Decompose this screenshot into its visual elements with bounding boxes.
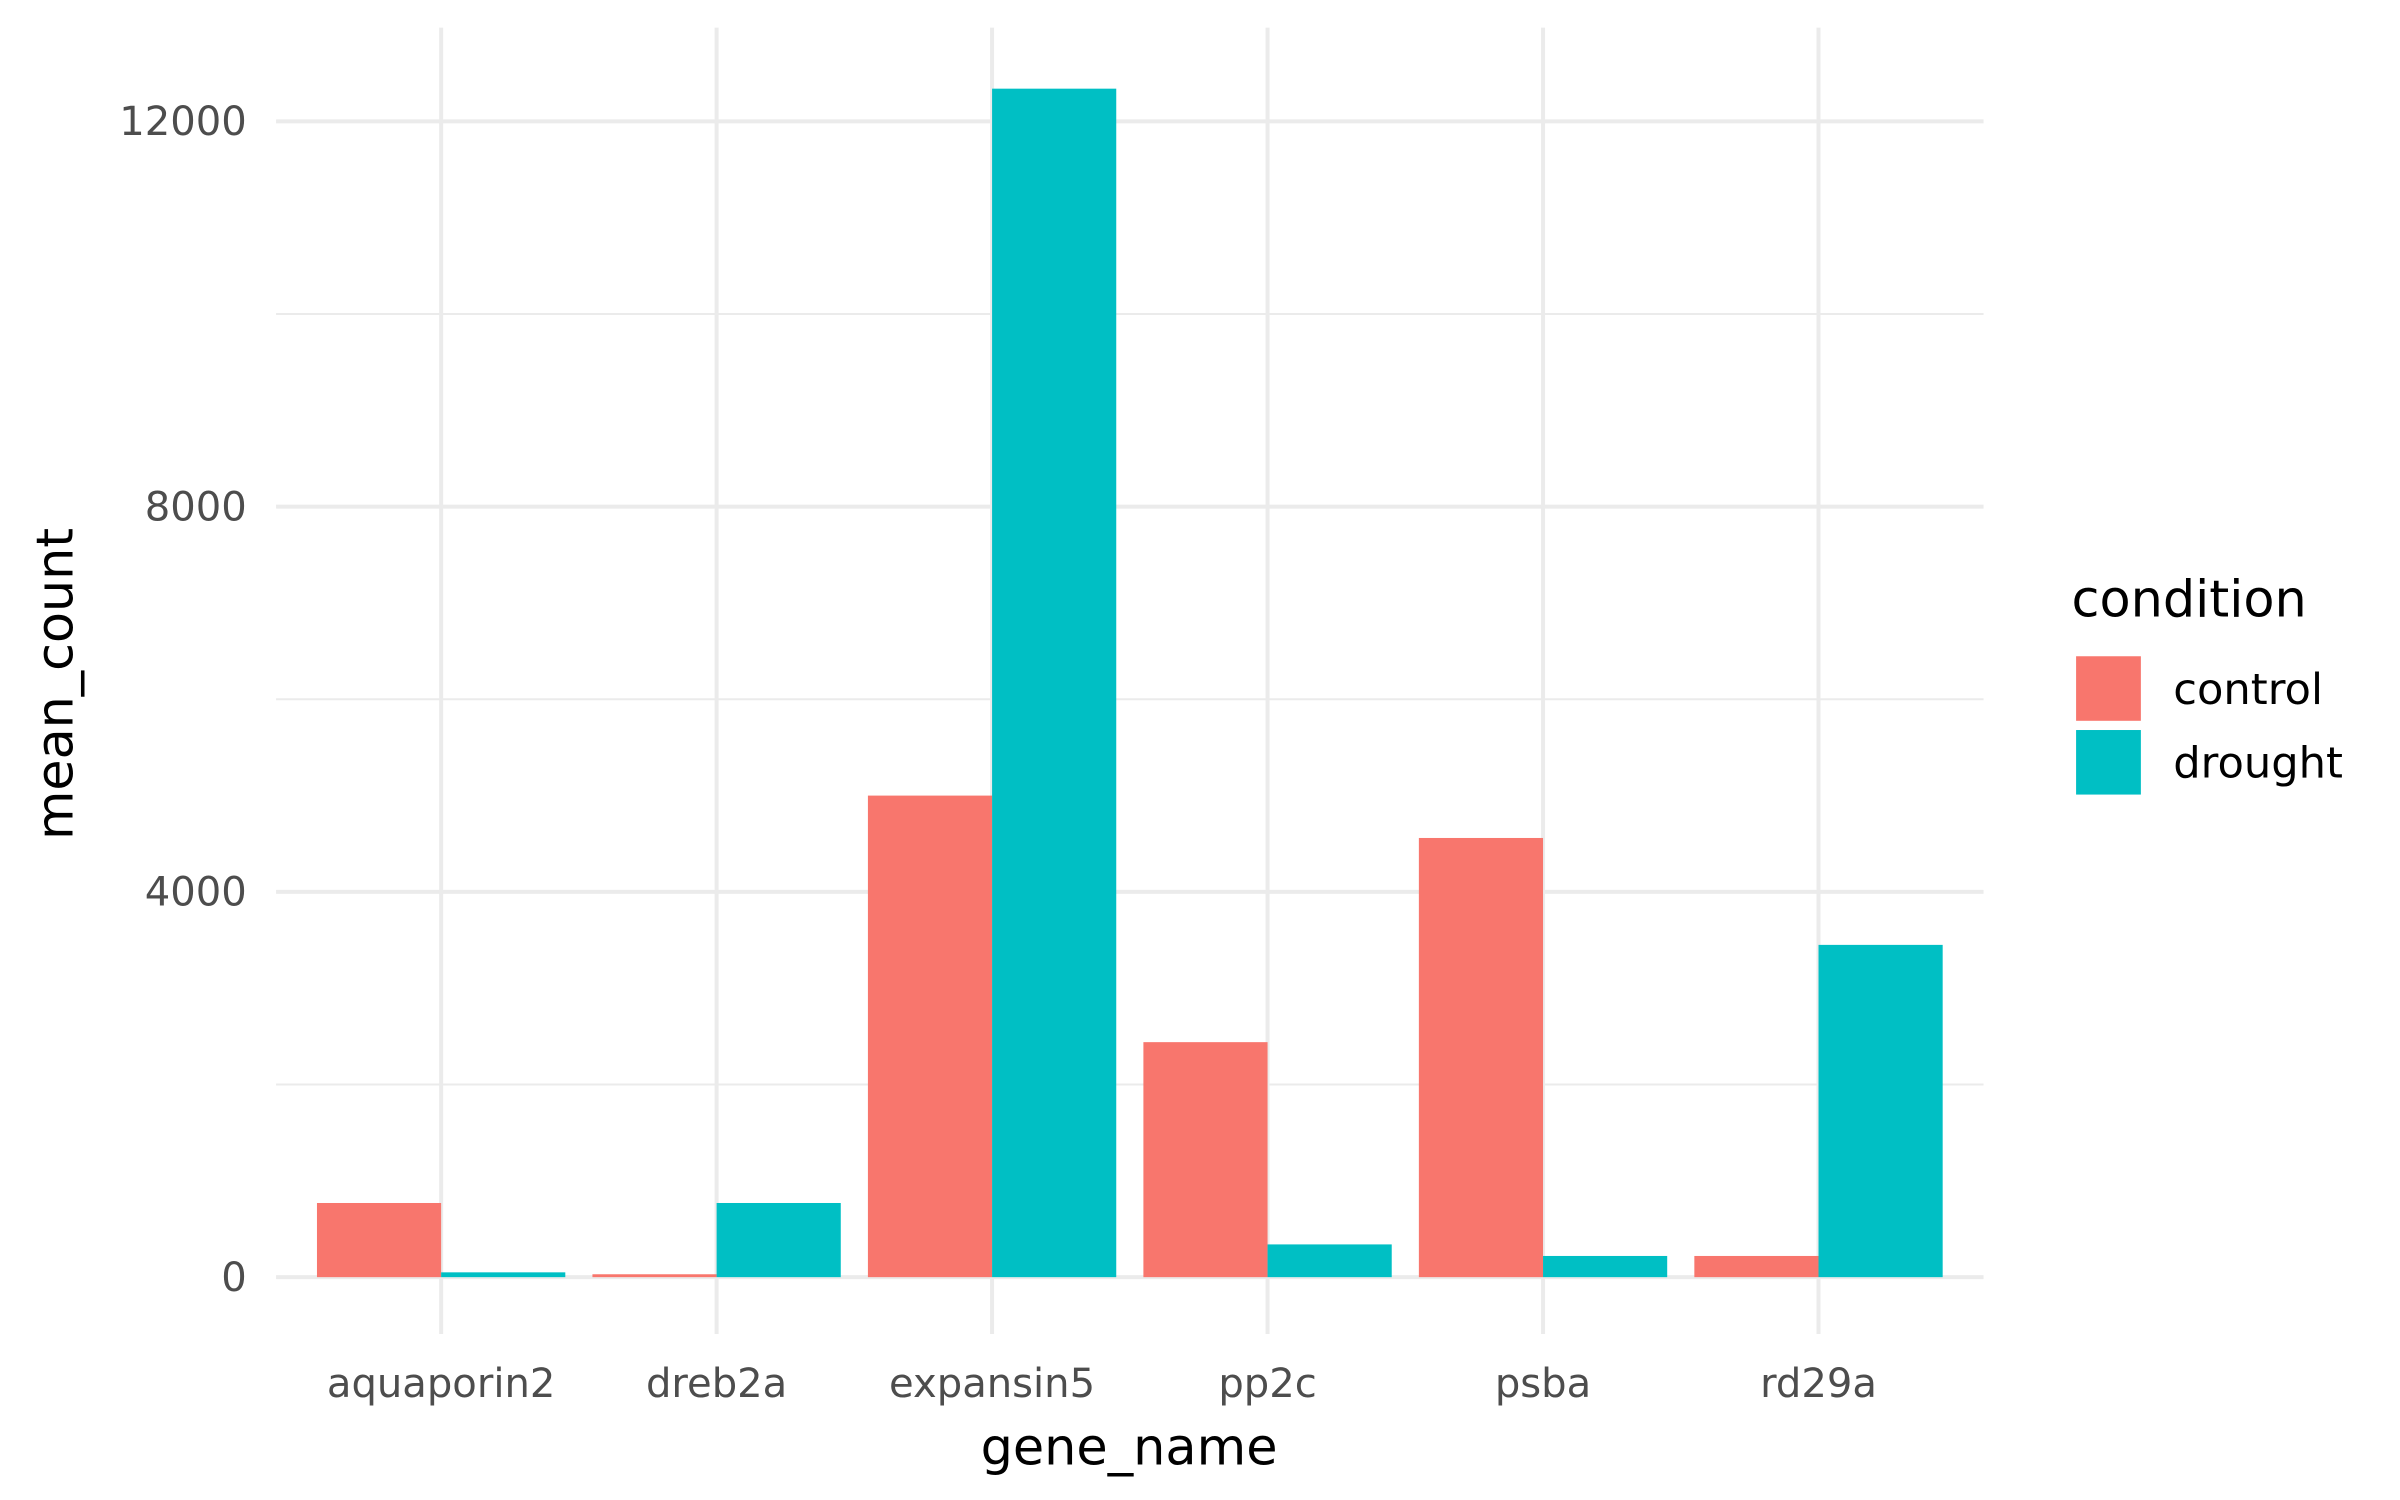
y-tick-label: 8000 bbox=[145, 485, 247, 531]
x-tick-label: dreb2a bbox=[646, 1361, 787, 1407]
bar-pp2c-control bbox=[1143, 1042, 1268, 1278]
x-tick-label: rd29a bbox=[1760, 1361, 1877, 1407]
y-tick-label: 0 bbox=[221, 1255, 247, 1301]
bar-aquaporin2-control bbox=[316, 1202, 442, 1278]
bar-expansin5-control bbox=[867, 795, 993, 1278]
y-axis-label: mean_count bbox=[25, 528, 84, 840]
gridlines bbox=[276, 27, 1984, 1335]
x-axis-ticks: aquaporin2 dreb2a expansin5 pp2c psba rd29a bbox=[327, 1361, 1877, 1407]
y-tick-label: 4000 bbox=[145, 870, 247, 916]
bar-psba-control bbox=[1418, 837, 1544, 1278]
legend-title: condition bbox=[2071, 569, 2306, 628]
y-tick-label: 12000 bbox=[119, 99, 247, 145]
x-tick-label: psba bbox=[1495, 1361, 1591, 1407]
legend-label-control: control bbox=[2173, 665, 2323, 715]
bar-aquaporin2-drought bbox=[441, 1272, 566, 1278]
bar-rd29a-control bbox=[1694, 1255, 1819, 1278]
bars bbox=[316, 88, 1943, 1278]
x-axis-label: gene_name bbox=[981, 1418, 1278, 1477]
legend-swatch-control bbox=[2076, 656, 2141, 721]
bar-expansin5-drought bbox=[992, 88, 1117, 1278]
x-tick-label: expansin5 bbox=[889, 1361, 1095, 1407]
y-axis-ticks: 0 4000 8000 12000 bbox=[119, 99, 247, 1301]
legend: condition control drought bbox=[2071, 569, 2343, 795]
bar-psba-drought bbox=[1543, 1255, 1668, 1278]
bar-dreb2a-control bbox=[592, 1274, 717, 1278]
x-tick-label: pp2c bbox=[1218, 1361, 1316, 1407]
legend-swatch-drought bbox=[2076, 730, 2141, 795]
legend-label-drought: drought bbox=[2173, 739, 2343, 789]
bar-rd29a-drought bbox=[1818, 944, 1943, 1278]
x-tick-label: aquaporin2 bbox=[327, 1361, 555, 1407]
bar-pp2c-drought bbox=[1267, 1244, 1392, 1278]
bar-dreb2a-drought bbox=[716, 1202, 841, 1278]
